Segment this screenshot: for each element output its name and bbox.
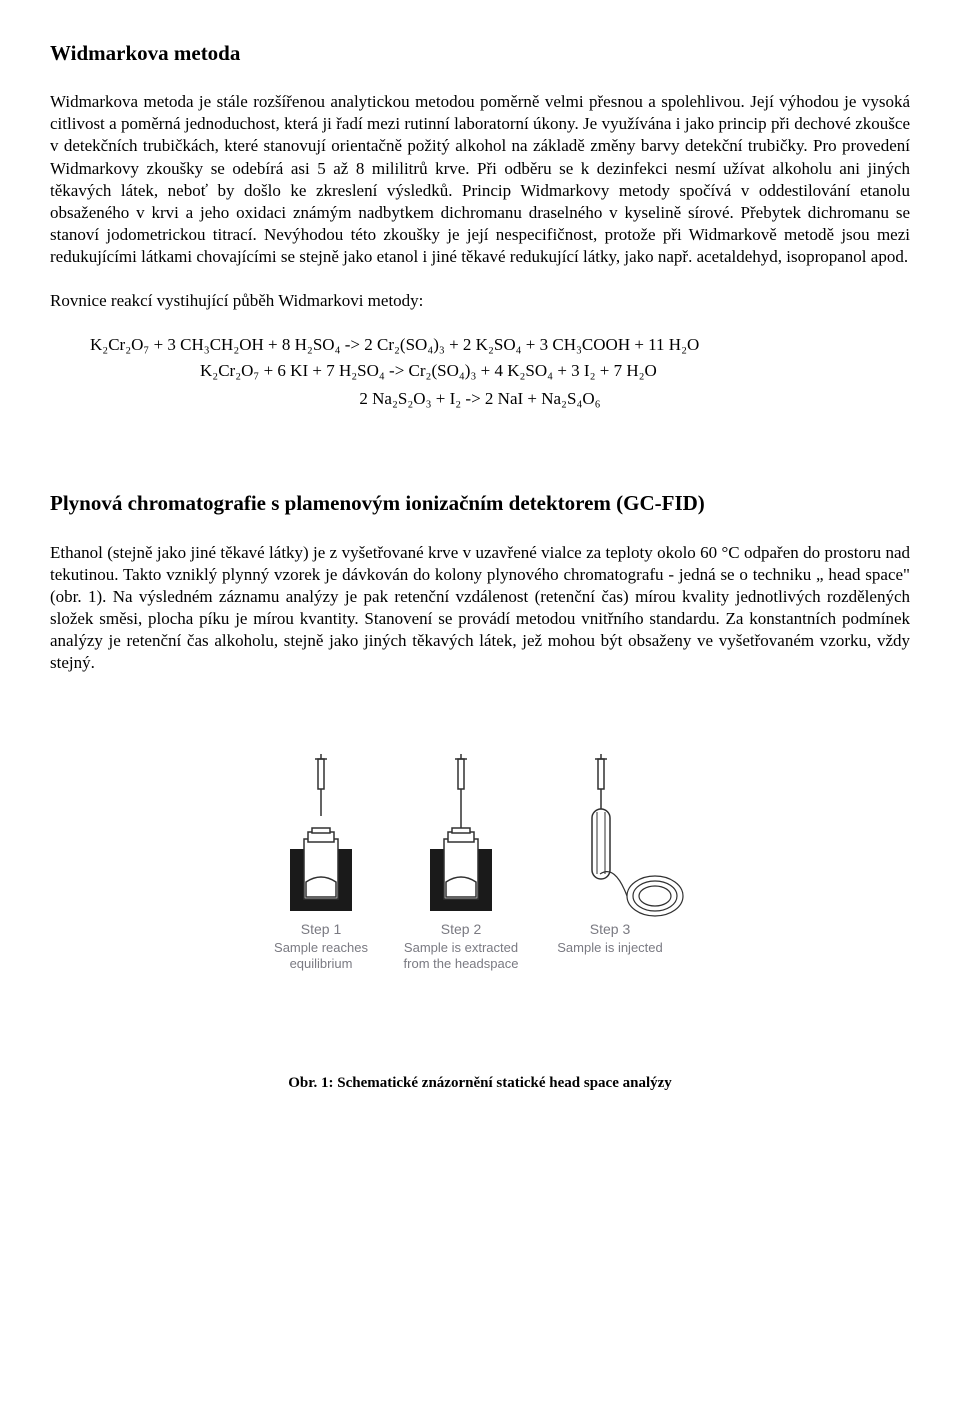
step2-title: Step 2: [441, 921, 482, 937]
step1-title: Step 1: [301, 921, 342, 937]
figure-caption: Obr. 1: Schematické znázornění statické …: [50, 1074, 910, 1094]
equation-3: 2 Na₂S₂O₃ + I₂ -> 2 NaI + Na₂S₄O₆: [50, 388, 910, 410]
paragraph-widmark-body: Widmarkova metoda je stále rozšířenou an…: [50, 91, 910, 268]
heading-gcfid: Plynová chromatografie s plamenovým ioni…: [50, 490, 910, 517]
heading-widmark: Widmarkova metoda: [50, 40, 910, 67]
step1-line2: equilibrium: [290, 956, 353, 971]
step3-line1: Sample is injected: [557, 940, 663, 955]
equation-1: K₂Cr₂O₇ + 3 CH₃CH₂OH + 8 H₂SO₄ -> 2 Cr₂(…: [90, 334, 910, 356]
step1-line1: Sample reaches: [274, 940, 368, 955]
paragraph-reactions-intro: Rovnice reakcí vystihující půběh Widmark…: [50, 290, 910, 312]
figure-headspace: Step 1 Sample reaches equilibrium Step 2…: [50, 754, 910, 1014]
equation-block: K₂Cr₂O₇ + 3 CH₃CH₂OH + 8 H₂SO₄ -> 2 Cr₂(…: [50, 334, 910, 410]
step3-title: Step 3: [590, 921, 631, 937]
equation-2: K₂Cr₂O₇ + 6 KI + 7 H₂SO₄ -> Cr₂(SO₄)₃ + …: [200, 360, 910, 382]
paragraph-gcfid-body: Ethanol (stejně jako jiné těkavé látky) …: [50, 542, 910, 675]
step2-line2: from the headspace: [404, 956, 519, 971]
step2-line1: Sample is extracted: [404, 940, 518, 955]
